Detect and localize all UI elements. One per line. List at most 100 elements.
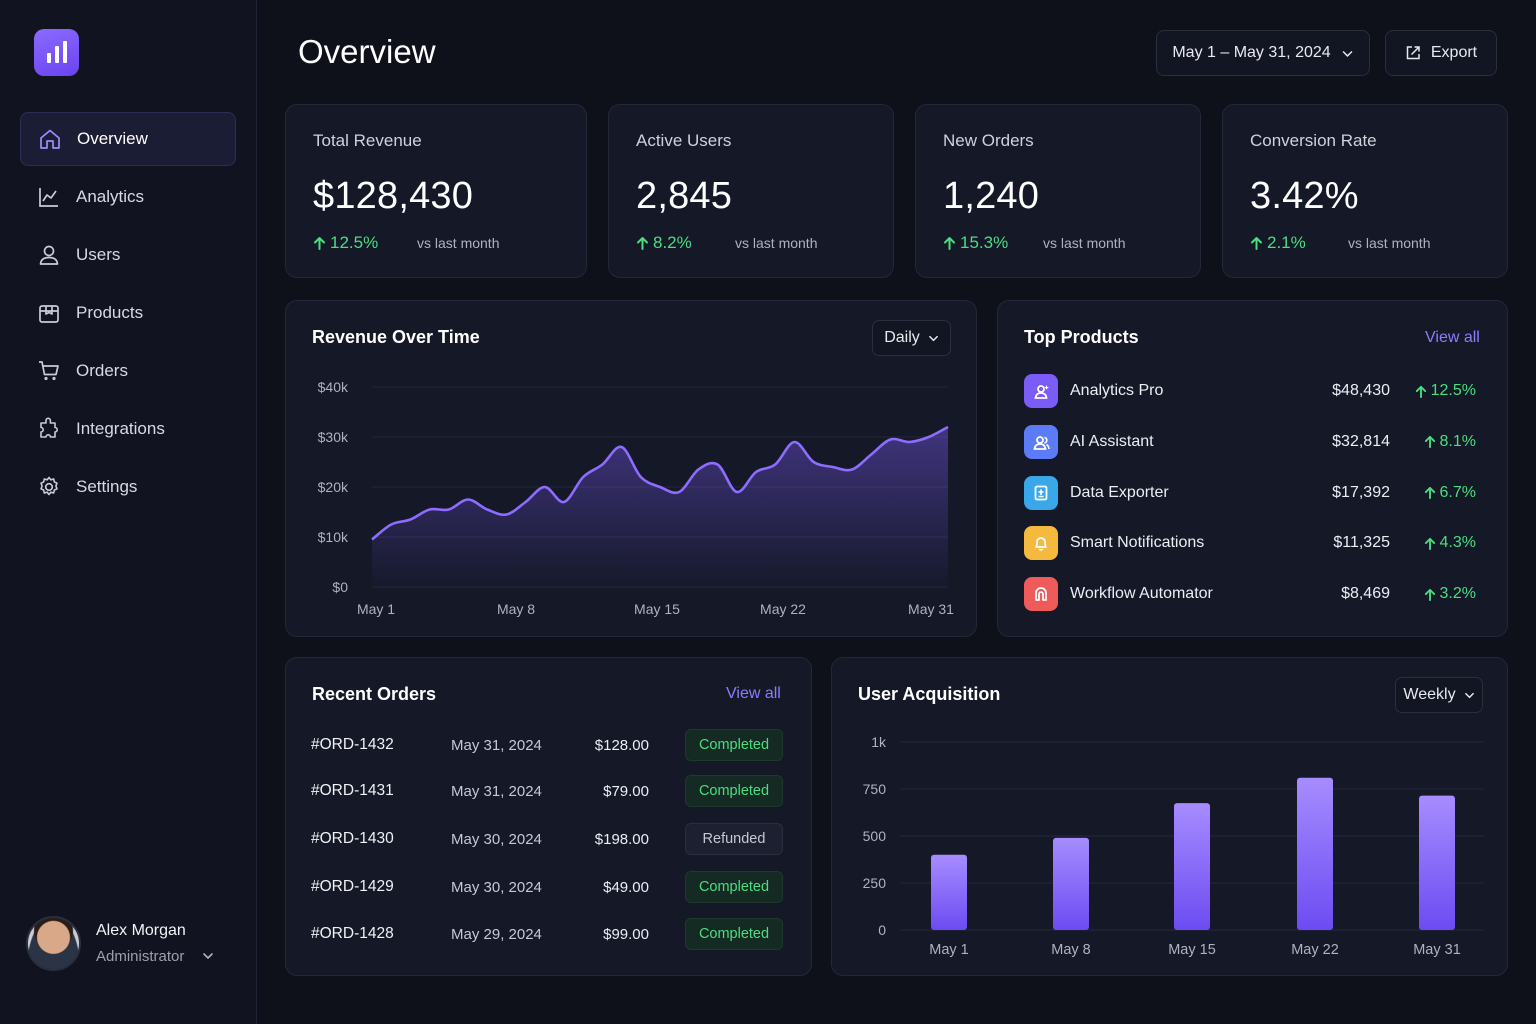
- acquisition-chart: 0 250 500 750 1k May 1 May 8 May 15 May 22 May 31: [863, 734, 1484, 958]
- bar[interactable]: [1297, 777, 1333, 930]
- bar[interactable]: [1174, 803, 1210, 930]
- bar[interactable]: [931, 854, 967, 930]
- users-icon: [1024, 424, 1058, 459]
- sidebar-item-label: Orders: [76, 361, 128, 380]
- product-row[interactable]: AI Assistant $32,814 8.1%: [1024, 424, 1480, 460]
- y-tick-label: 1k: [871, 734, 887, 750]
- sidebar-item-label: Overview: [77, 129, 148, 148]
- sidebar-item-orders[interactable]: Orders: [20, 344, 236, 398]
- stat-change-value: 12.5%: [330, 233, 379, 252]
- stat-value: $128,430: [313, 175, 474, 217]
- recent-orders-title: Recent Orders: [312, 684, 437, 704]
- sidebar-item-integrations[interactable]: Integrations: [20, 402, 236, 456]
- sidebar-item-label: Integrations: [76, 419, 165, 438]
- puzzle-icon: [36, 416, 62, 442]
- product-change-value: 8.1%: [1439, 432, 1476, 450]
- avatar: [26, 915, 81, 971]
- stat-note: vs last month: [417, 235, 500, 251]
- top-products-card: Top Products View all Analytics Pro $48,4…: [997, 300, 1508, 637]
- product-revenue: $17,392: [1332, 483, 1390, 501]
- sidebar-item-label: Analytics: [76, 187, 145, 206]
- user-icon: [36, 242, 62, 268]
- order-amount: $128.00: [594, 736, 649, 754]
- arrow-up-icon: [944, 237, 955, 250]
- acquisition-title: User Acquisition: [858, 684, 1001, 704]
- product-name: AI Assistant: [1070, 432, 1154, 450]
- chevron-down-icon: [1342, 50, 1352, 57]
- arrow-up-icon: [1424, 537, 1435, 550]
- date-range-picker[interactable]: May 1 – May 31, 2024: [1156, 30, 1370, 76]
- top-products-view-all[interactable]: View all: [1425, 329, 1480, 346]
- arrow-up-icon: [1251, 237, 1262, 250]
- export-doc-icon: [1024, 475, 1058, 510]
- product-revenue: $11,325: [1333, 534, 1390, 552]
- order-date: May 30, 2024: [451, 878, 542, 896]
- status-badge: Completed: [685, 775, 783, 807]
- product-row[interactable]: Workflow Automator $8,469 3.2%: [1024, 576, 1480, 612]
- x-tick-label: May 15: [1168, 942, 1216, 958]
- y-tick-label: 250: [863, 875, 887, 891]
- user-name: Alex Morgan: [96, 921, 186, 939]
- arrow-up-icon: [1415, 385, 1426, 398]
- export-button[interactable]: Export: [1385, 30, 1497, 76]
- product-change-value: 12.5%: [1430, 382, 1476, 399]
- product-name: Analytics Pro: [1070, 382, 1164, 399]
- chevron-down-icon[interactable]: [202, 950, 214, 962]
- bar[interactable]: [1419, 795, 1455, 930]
- order-amount: $79.00: [603, 782, 649, 800]
- revenue-line: [371, 425, 949, 541]
- arrow-up-icon: [1424, 487, 1435, 500]
- order-id: #ORD-1428: [311, 925, 394, 942]
- table-row[interactable]: #ORD-1431 May 31, 2024 $79.00 Completed: [311, 774, 783, 808]
- chevron-down-icon: [1464, 692, 1474, 698]
- order-date: May 29, 2024: [451, 925, 542, 943]
- acquisition-period-select[interactable]: Weekly: [1395, 677, 1483, 713]
- product-change: 3.2%: [1414, 585, 1476, 603]
- product-change-value: 6.7%: [1439, 483, 1476, 501]
- workflow-icon: [1024, 577, 1058, 612]
- user-profile[interactable]: Alex Morgan Administrator: [26, 914, 236, 972]
- y-tick-label: $0: [332, 579, 348, 595]
- product-change: 12.5%: [1414, 382, 1476, 400]
- stat-label: Active Users: [636, 131, 732, 150]
- product-revenue: $48,430: [1332, 382, 1390, 399]
- revenue-area: [372, 427, 948, 587]
- table-row[interactable]: #ORD-1430 May 30, 2024 $198.00 Refunded: [311, 822, 783, 856]
- sidebar-item-overview[interactable]: Overview: [20, 112, 236, 166]
- order-amount: $198.00: [594, 830, 649, 848]
- y-tick-label: 750: [863, 781, 887, 797]
- y-tick-label: 500: [863, 828, 887, 844]
- x-tick-label: May 31: [1413, 942, 1461, 958]
- sidebar-item-settings[interactable]: Settings: [20, 460, 236, 514]
- stat-label: Total Revenue: [313, 131, 422, 150]
- sidebar-item-analytics[interactable]: Analytics: [20, 170, 236, 224]
- table-row[interactable]: #ORD-1429 May 30, 2024 $49.00 Completed: [311, 870, 783, 904]
- product-row[interactable]: Data Exporter $17,392 6.7%: [1024, 475, 1480, 511]
- table-row[interactable]: #ORD-1432 May 31, 2024 $128.00 Completed: [311, 728, 783, 762]
- product-row[interactable]: Analytics Pro $48,430 12.5%: [1024, 373, 1480, 409]
- status-badge: Completed: [685, 729, 783, 761]
- bar[interactable]: [1053, 837, 1089, 930]
- user-acquisition-card: User Acquisition Weekly 0 250 500 750 1k May …: [831, 657, 1508, 976]
- table-row[interactable]: #ORD-1428 May 29, 2024 $99.00 Completed: [311, 917, 783, 951]
- stat-card-new-orders: New Orders 1,240 15.3% vs last month: [915, 104, 1201, 278]
- revenue-card: Revenue Over Time Daily $0 $10k $20k $30k $4…: [285, 300, 977, 637]
- product-row[interactable]: Smart Notifications $11,325 4.3%: [1024, 525, 1480, 561]
- stat-label: Conversion Rate: [1250, 131, 1377, 150]
- package-icon: [36, 300, 62, 326]
- x-tick-label: May 31: [908, 601, 954, 617]
- sidebar-item-users[interactable]: Users: [20, 228, 236, 282]
- status-badge: Completed: [685, 871, 783, 903]
- bar-chart-icon[interactable]: [34, 29, 79, 76]
- sidebar-nav: Overview Analytics Users Products Orders Inte…: [20, 112, 236, 518]
- product-change: 8.1%: [1414, 433, 1476, 451]
- revenue-period-select[interactable]: Daily: [872, 320, 951, 356]
- order-amount: $49.00: [603, 878, 649, 896]
- bell-icon: [1024, 526, 1058, 561]
- recent-orders-view-all[interactable]: View all: [726, 685, 781, 702]
- y-tick-label: 0: [878, 922, 886, 938]
- arrow-up-icon: [1424, 588, 1435, 601]
- sidebar-item-products[interactable]: Products: [20, 286, 236, 340]
- y-tick-label: $30k: [318, 429, 349, 445]
- order-date: May 31, 2024: [451, 782, 542, 800]
